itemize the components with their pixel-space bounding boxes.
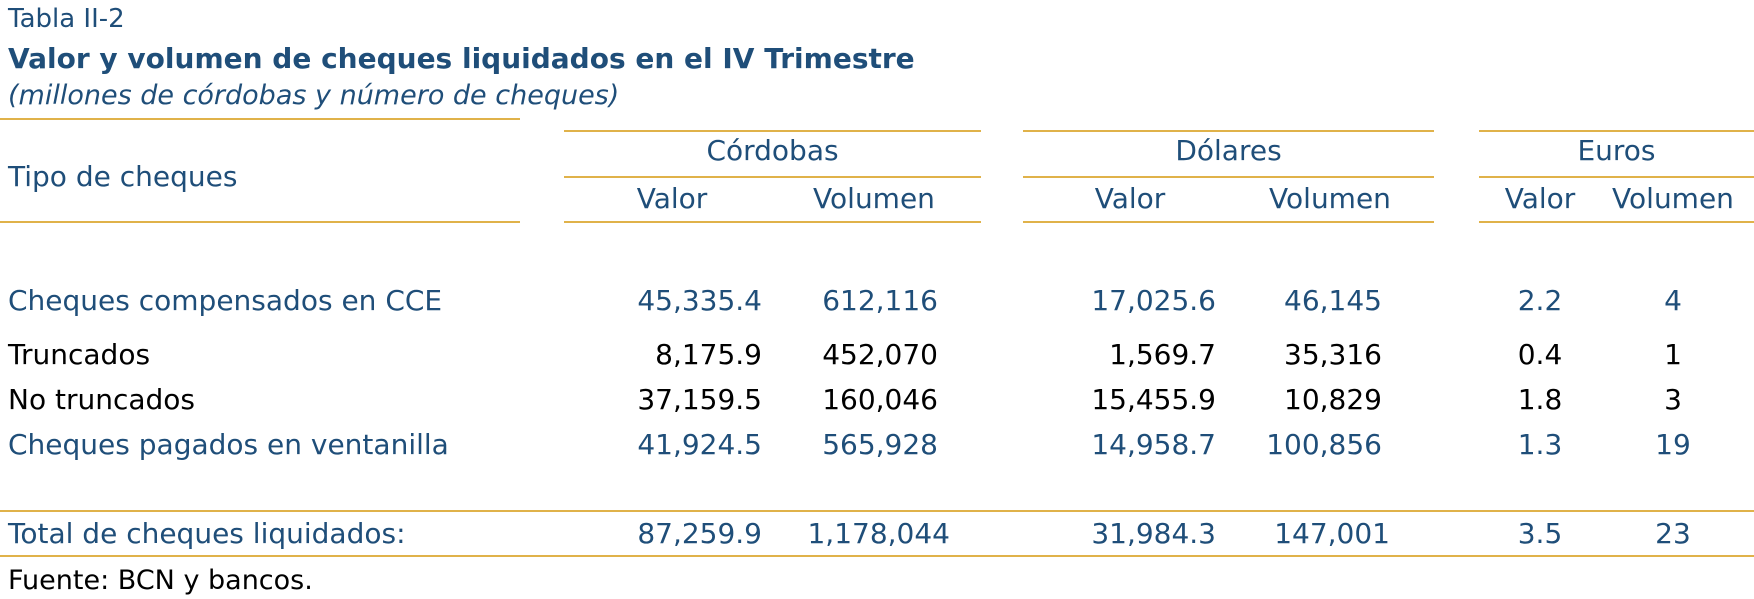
rule-mid-euros xyxy=(1479,176,1754,178)
cell-dolares-valor: 14,958.7 xyxy=(1091,428,1216,461)
cell-cordobas-volumen: 452,070 xyxy=(822,338,938,371)
column-header-valor: Valor xyxy=(1094,182,1166,215)
rule-top-dolares xyxy=(1023,130,1434,132)
table-title: Valor y volumen de cheques liquidados en… xyxy=(8,42,915,75)
rule-header-bottom-euros xyxy=(1479,221,1754,223)
rule-header-bottom-cordobas xyxy=(564,221,981,223)
row-label: Cheques compensados en CCE xyxy=(8,284,443,317)
cell-euros-valor: 1.8 xyxy=(1517,383,1563,416)
column-header-volumen: Volumen xyxy=(1269,182,1391,215)
cell-euros-valor: 1.3 xyxy=(1517,428,1563,461)
total-cordobas-valor: 87,259.9 xyxy=(637,517,762,550)
cell-cordobas-volumen: 565,928 xyxy=(822,428,938,461)
cell-dolares-valor: 17,025.6 xyxy=(1091,284,1216,317)
cell-cordobas-volumen: 160,046 xyxy=(822,383,938,416)
source-note: Fuente: BCN y bancos. xyxy=(8,565,313,596)
total-euros-valor: 3.5 xyxy=(1517,517,1563,550)
rule-header-bottom-label xyxy=(0,221,520,223)
cell-cordobas-valor: 45,335.4 xyxy=(637,284,762,317)
row-label: Cheques pagados en ventanilla xyxy=(8,428,449,461)
cell-cordobas-valor: 37,159.5 xyxy=(637,383,762,416)
rule-mid-cordobas xyxy=(564,176,981,178)
cell-dolares-valor: 15,455.9 xyxy=(1091,383,1216,416)
total-cordobas-volumen: 1,178,044 xyxy=(807,517,950,550)
cell-euros-volumen: 4 xyxy=(1664,284,1682,317)
rule-mid-dolares xyxy=(1023,176,1434,178)
row-label: Truncados xyxy=(8,338,151,371)
cell-dolares-valor: 1,569.7 xyxy=(1109,338,1216,371)
cell-dolares-volumen: 10,829 xyxy=(1284,383,1382,416)
row-label-header: Tipo de cheques xyxy=(8,160,238,193)
rule-top-cordobas xyxy=(564,130,981,132)
cell-euros-valor: 0.4 xyxy=(1517,338,1563,371)
column-header-valor: Valor xyxy=(1504,182,1576,215)
cell-dolares-volumen: 46,145 xyxy=(1284,284,1382,317)
cell-dolares-volumen: 100,856 xyxy=(1266,428,1382,461)
total-dolares-volumen: 147,001 xyxy=(1274,517,1390,550)
cell-euros-volumen: 3 xyxy=(1664,383,1682,416)
rule-total-bottom xyxy=(0,555,1754,557)
currency-header-euros: Euros xyxy=(1577,134,1656,167)
table-subtitle: (millones de córdobas y número de cheque… xyxy=(8,80,620,111)
row-label: No truncados xyxy=(8,383,196,416)
currency-header-cordobas: Córdobas xyxy=(706,134,839,167)
rule-top-euros xyxy=(1479,130,1754,132)
table-number: Tabla II-2 xyxy=(8,4,125,34)
cell-cordobas-volumen: 612,116 xyxy=(822,284,938,317)
total-dolares-valor: 31,984.3 xyxy=(1091,517,1216,550)
rule-total-top xyxy=(0,510,1754,512)
column-header-volumen: Volumen xyxy=(1612,182,1734,215)
rule-header-bottom-dolares xyxy=(1023,221,1434,223)
currency-header-dolares: Dólares xyxy=(1175,134,1282,167)
cell-euros-valor: 2.2 xyxy=(1517,284,1563,317)
cell-euros-volumen: 19 xyxy=(1655,428,1691,461)
cell-euros-volumen: 1 xyxy=(1664,338,1682,371)
cell-cordobas-valor: 8,175.9 xyxy=(655,338,762,371)
cell-dolares-volumen: 35,316 xyxy=(1284,338,1382,371)
column-header-volumen: Volumen xyxy=(813,182,935,215)
cell-cordobas-valor: 41,924.5 xyxy=(637,428,762,461)
total-euros-volumen: 23 xyxy=(1655,517,1691,550)
rule-top-label xyxy=(0,118,520,120)
total-label: Total de cheques liquidados: xyxy=(8,517,406,550)
column-header-valor: Valor xyxy=(636,182,708,215)
